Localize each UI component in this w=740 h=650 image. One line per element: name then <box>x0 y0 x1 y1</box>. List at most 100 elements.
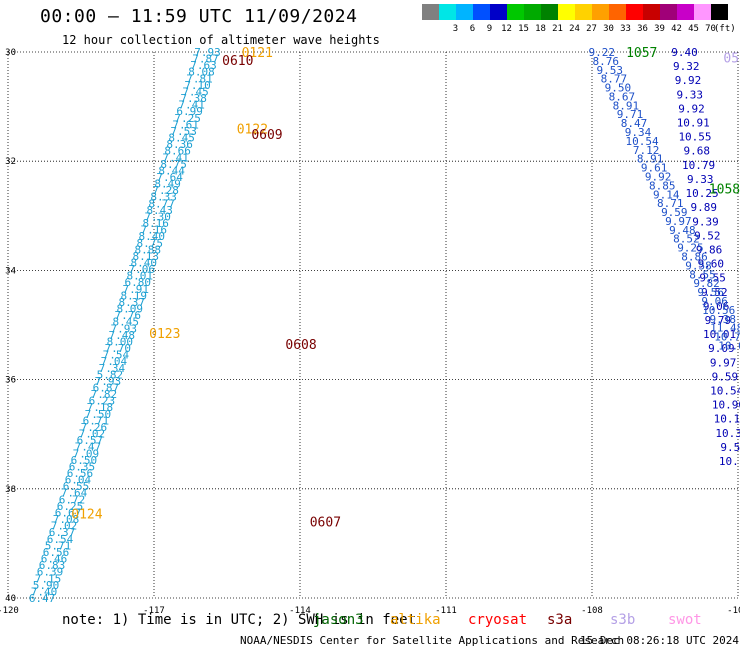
wave-height-value: 8.75 <box>136 237 163 250</box>
legend-label: 42 <box>671 24 682 34</box>
wave-height-value: 10.25 <box>685 187 718 200</box>
wave-height-value: 8.13 <box>132 250 159 263</box>
wave-height-value: 8.85 <box>649 179 676 192</box>
wave-height-value: 7.76 <box>115 309 142 322</box>
wave-height-value: 7.16 <box>140 224 167 237</box>
legend-label: 15 <box>518 24 529 34</box>
wave-height-value: 6.56 <box>43 546 70 559</box>
wave-height-value: 8.75 <box>160 158 187 171</box>
wave-height-value: 8.09 <box>117 303 144 316</box>
wave-height-value: 9.40 <box>671 46 698 59</box>
wave-height-value: 8.71 <box>657 197 684 210</box>
wave-height-value: 7.15 <box>35 572 62 585</box>
wave-height-value: 10.55 <box>678 131 711 144</box>
wave-height-value: 9.33 <box>676 88 703 101</box>
map-grid <box>7 51 739 599</box>
wave-height-value: 8.40 <box>138 230 165 243</box>
wave-height-value: 8.19 <box>121 289 148 302</box>
legend-label: 12 <box>501 24 512 34</box>
wave-height-value: 8.40 <box>130 257 157 270</box>
wave-height-value: 8.52 <box>673 233 700 246</box>
satellite-name-cryosat: cryosat <box>468 612 528 628</box>
wave-height-value: 8.36 <box>166 138 193 151</box>
wave-height-value: 7.87 <box>192 53 219 66</box>
legend-label: 21 <box>552 24 563 34</box>
wave-height-value: 8.44 <box>158 164 185 177</box>
wave-height-value: 7.93 <box>194 46 221 59</box>
lat-tick-label: 38 <box>5 485 16 495</box>
wave-height-value: 6.87 <box>93 381 120 394</box>
legend-label: 39 <box>654 24 665 34</box>
wave-height-value: 9.33 <box>687 173 714 186</box>
wave-height-value: 7.53 <box>170 125 197 138</box>
wave-height-value: 7.93 <box>111 322 138 335</box>
wave-height-value: 10.56 <box>702 304 735 317</box>
track-c: 9.228.769.538.779.508.678.919.718.479.34… <box>588 46 740 352</box>
legend-swatch <box>558 4 575 20</box>
wave-height-value: 7.08 <box>53 513 80 526</box>
legend-label: 70 <box>705 24 716 34</box>
wave-height-value: 10.01 <box>703 328 736 341</box>
pass-time-label: 1057 <box>626 46 657 61</box>
wave-height-value: 7.06 <box>128 263 155 276</box>
axis-labels: -120 -117 -114 -111 -108 -105 30 32 34 36 38 40 <box>0 48 740 616</box>
wave-height-value: 9.39 <box>692 215 719 228</box>
lon-tick-label: -108 <box>581 606 603 616</box>
wave-height-value: 8.16 <box>142 217 169 230</box>
lon-tick-label: -114 <box>289 606 311 616</box>
lon-tick-label: -111 <box>435 606 457 616</box>
wave-height-value: 8.49 <box>154 178 181 191</box>
wave-height-value: 10.79 <box>682 159 715 172</box>
wave-height-value: 8.67 <box>609 90 636 103</box>
wave-height-value: 6.25 <box>57 500 84 513</box>
wave-height-value: 6.67 <box>55 506 82 519</box>
wave-height-value: 8.43 <box>146 204 173 217</box>
wave-height-value: 6.56 <box>67 467 94 480</box>
lat-tick-label: 30 <box>5 48 16 58</box>
wave-height-value: 8.77 <box>148 197 175 210</box>
wave-height-value: 9.50 <box>605 82 632 95</box>
wave-height-value: 7.18 <box>87 401 114 414</box>
lon-tick-label: -120 <box>0 606 19 616</box>
legend-label: 33 <box>620 24 631 34</box>
wave-height-value: 9.34 <box>625 126 652 139</box>
wave-height-value: 7.45 <box>182 85 209 98</box>
wave-height-value: 9.55 <box>699 272 726 285</box>
wave-height-value: 6.50 <box>71 454 98 467</box>
wave-height-value: 7.30 <box>144 210 171 223</box>
wave-height-value: 7.70 <box>105 342 132 355</box>
pass-time-label: 0123 <box>149 327 180 342</box>
legend-swatch <box>609 4 626 20</box>
lat-tick-label: 40 <box>5 594 16 604</box>
lon-tick-label: -117 <box>143 606 165 616</box>
legend-swatch <box>694 4 711 20</box>
satellite-name-jason3: jason3 <box>313 612 364 628</box>
wave-height-value: 9.86 <box>696 243 723 256</box>
wave-height-value: 10.54 <box>625 135 658 148</box>
wave-height-value: 9.59 <box>661 206 688 219</box>
legend-swatch <box>507 4 524 20</box>
legend-unit: (ft) <box>714 24 736 34</box>
wave-height-value: 9.61 <box>641 162 668 175</box>
legend-label: 27 <box>586 24 597 34</box>
wave-height-value: 11.48 <box>710 322 740 335</box>
wave-height-value: 10.90 <box>712 399 740 412</box>
wave-height-value: 9.97 <box>710 356 737 369</box>
wave-height-value: 9.52 <box>701 286 728 299</box>
wave-height-value: 7.91 <box>123 283 150 296</box>
wave-height-value: 7.54 <box>103 349 130 362</box>
pass-time-label: 1058 <box>709 183 740 198</box>
wave-height-value: 10.32 <box>715 427 740 440</box>
wave-height-value: 7.64 <box>156 171 183 184</box>
wave-height-value: 9.38 <box>709 313 736 326</box>
wave-height-value: 9.71 <box>617 108 644 121</box>
legend-swatch <box>711 4 728 20</box>
lat-tick-label: 36 <box>5 376 16 386</box>
wave-height-value: 8.47 <box>621 117 648 130</box>
wave-height-value: 9.53 <box>597 64 624 77</box>
wave-height-value: 8.86 <box>681 251 708 264</box>
wave-height-value: 6.04 <box>65 474 92 487</box>
legend-swatch <box>660 4 677 20</box>
footer-timestamp: 15 Dec 08:26:18 UTC 2024 <box>580 634 739 647</box>
